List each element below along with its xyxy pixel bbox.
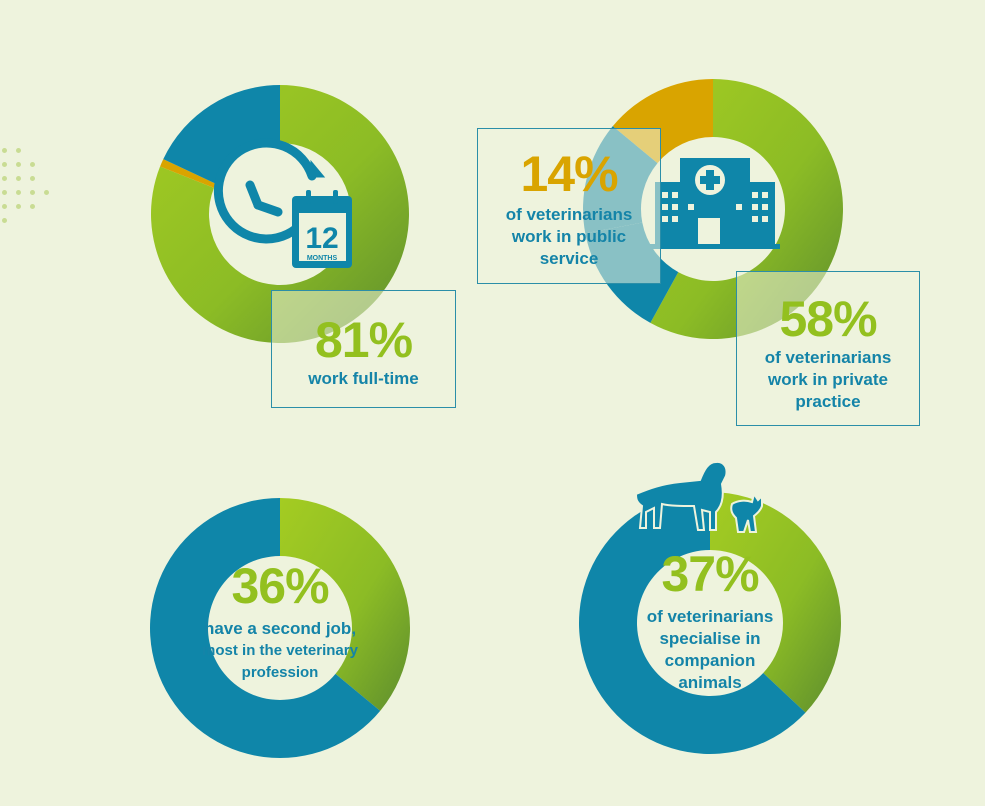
dog-and-cat-icon [634, 460, 763, 533]
donut-slice-green [151, 85, 410, 343]
private-practice-label: 58% of veterinarians work in private pra… [736, 293, 920, 413]
public-service-label: 14% of veterinarians work in public serv… [477, 148, 661, 270]
public-service-line1: of veterinarians [505, 205, 633, 224]
label-box-full-time [271, 290, 456, 408]
donut-slice-gold [160, 159, 216, 188]
calendar-icon: 12 MONTHS [292, 190, 352, 268]
companion-animals-line3: companion [664, 651, 756, 670]
clock-calendar-icon [213, 138, 326, 244]
companion-animals-label: 37% of veterinarians specialise in compa… [600, 548, 820, 694]
public-service-value: 14% [520, 146, 618, 202]
companion-animals-line2: specialise in [659, 629, 761, 648]
second-job-line1: have a second job, [203, 619, 357, 638]
donut-slice-blue [578, 491, 806, 754]
hospital-icon [650, 158, 780, 249]
second-job-line2: most in the veterinary [202, 642, 358, 659]
private-practice-line2: work in private [768, 370, 888, 389]
private-practice-value: 58% [779, 291, 877, 347]
donut-slice-green [710, 492, 841, 713]
calendar-number: 12 [305, 222, 338, 255]
second-job-line3: profession [241, 664, 319, 681]
companion-animals-line4: animals [678, 673, 742, 692]
public-service-line2: work in public [511, 227, 627, 246]
full-time-value: 81% [314, 312, 413, 368]
full-time-label: 81% work full-time [271, 314, 456, 390]
calendar-months-label: MONTHS [307, 255, 338, 262]
second-job-value: 36% [231, 558, 329, 614]
label-box-private-practice [736, 271, 920, 426]
private-practice-line1: of veterinarians [764, 348, 892, 367]
public-service-line3: service [539, 249, 599, 268]
donut-chart-companion-animals [578, 491, 841, 754]
donut-slice-green [280, 498, 410, 711]
companion-animals-value: 37% [661, 546, 759, 602]
second-job-label: 36% have a second job, most in the veter… [170, 560, 390, 684]
donut-slice-blue [149, 498, 381, 759]
label-box-public-service [477, 128, 661, 284]
full-time-caption: work full-time [308, 369, 419, 388]
donut-chart-full-time [151, 85, 410, 343]
private-practice-line3: practice [795, 392, 861, 411]
donut-chart-second-job [149, 498, 410, 759]
companion-animals-line1: of veterinarians [646, 607, 774, 626]
donut-slice-blue [163, 85, 280, 184]
